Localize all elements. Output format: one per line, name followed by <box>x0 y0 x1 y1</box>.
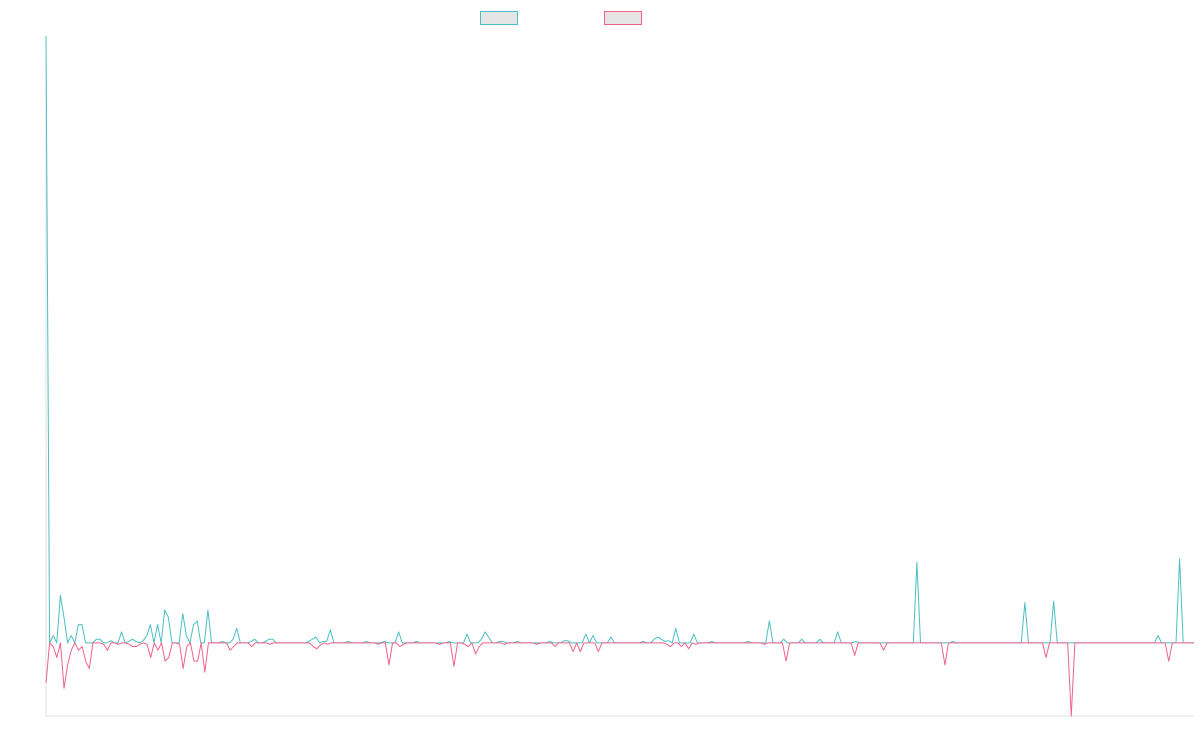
legend-swatch-series-2 <box>604 11 642 25</box>
legend-item-series-1[interactable] <box>480 9 524 27</box>
legend <box>0 9 1200 27</box>
legend-item-series-2[interactable] <box>604 9 648 27</box>
series-line-2 <box>45 642 1194 717</box>
series-line-1 <box>45 35 1194 644</box>
legend-swatch-series-1 <box>480 11 518 25</box>
